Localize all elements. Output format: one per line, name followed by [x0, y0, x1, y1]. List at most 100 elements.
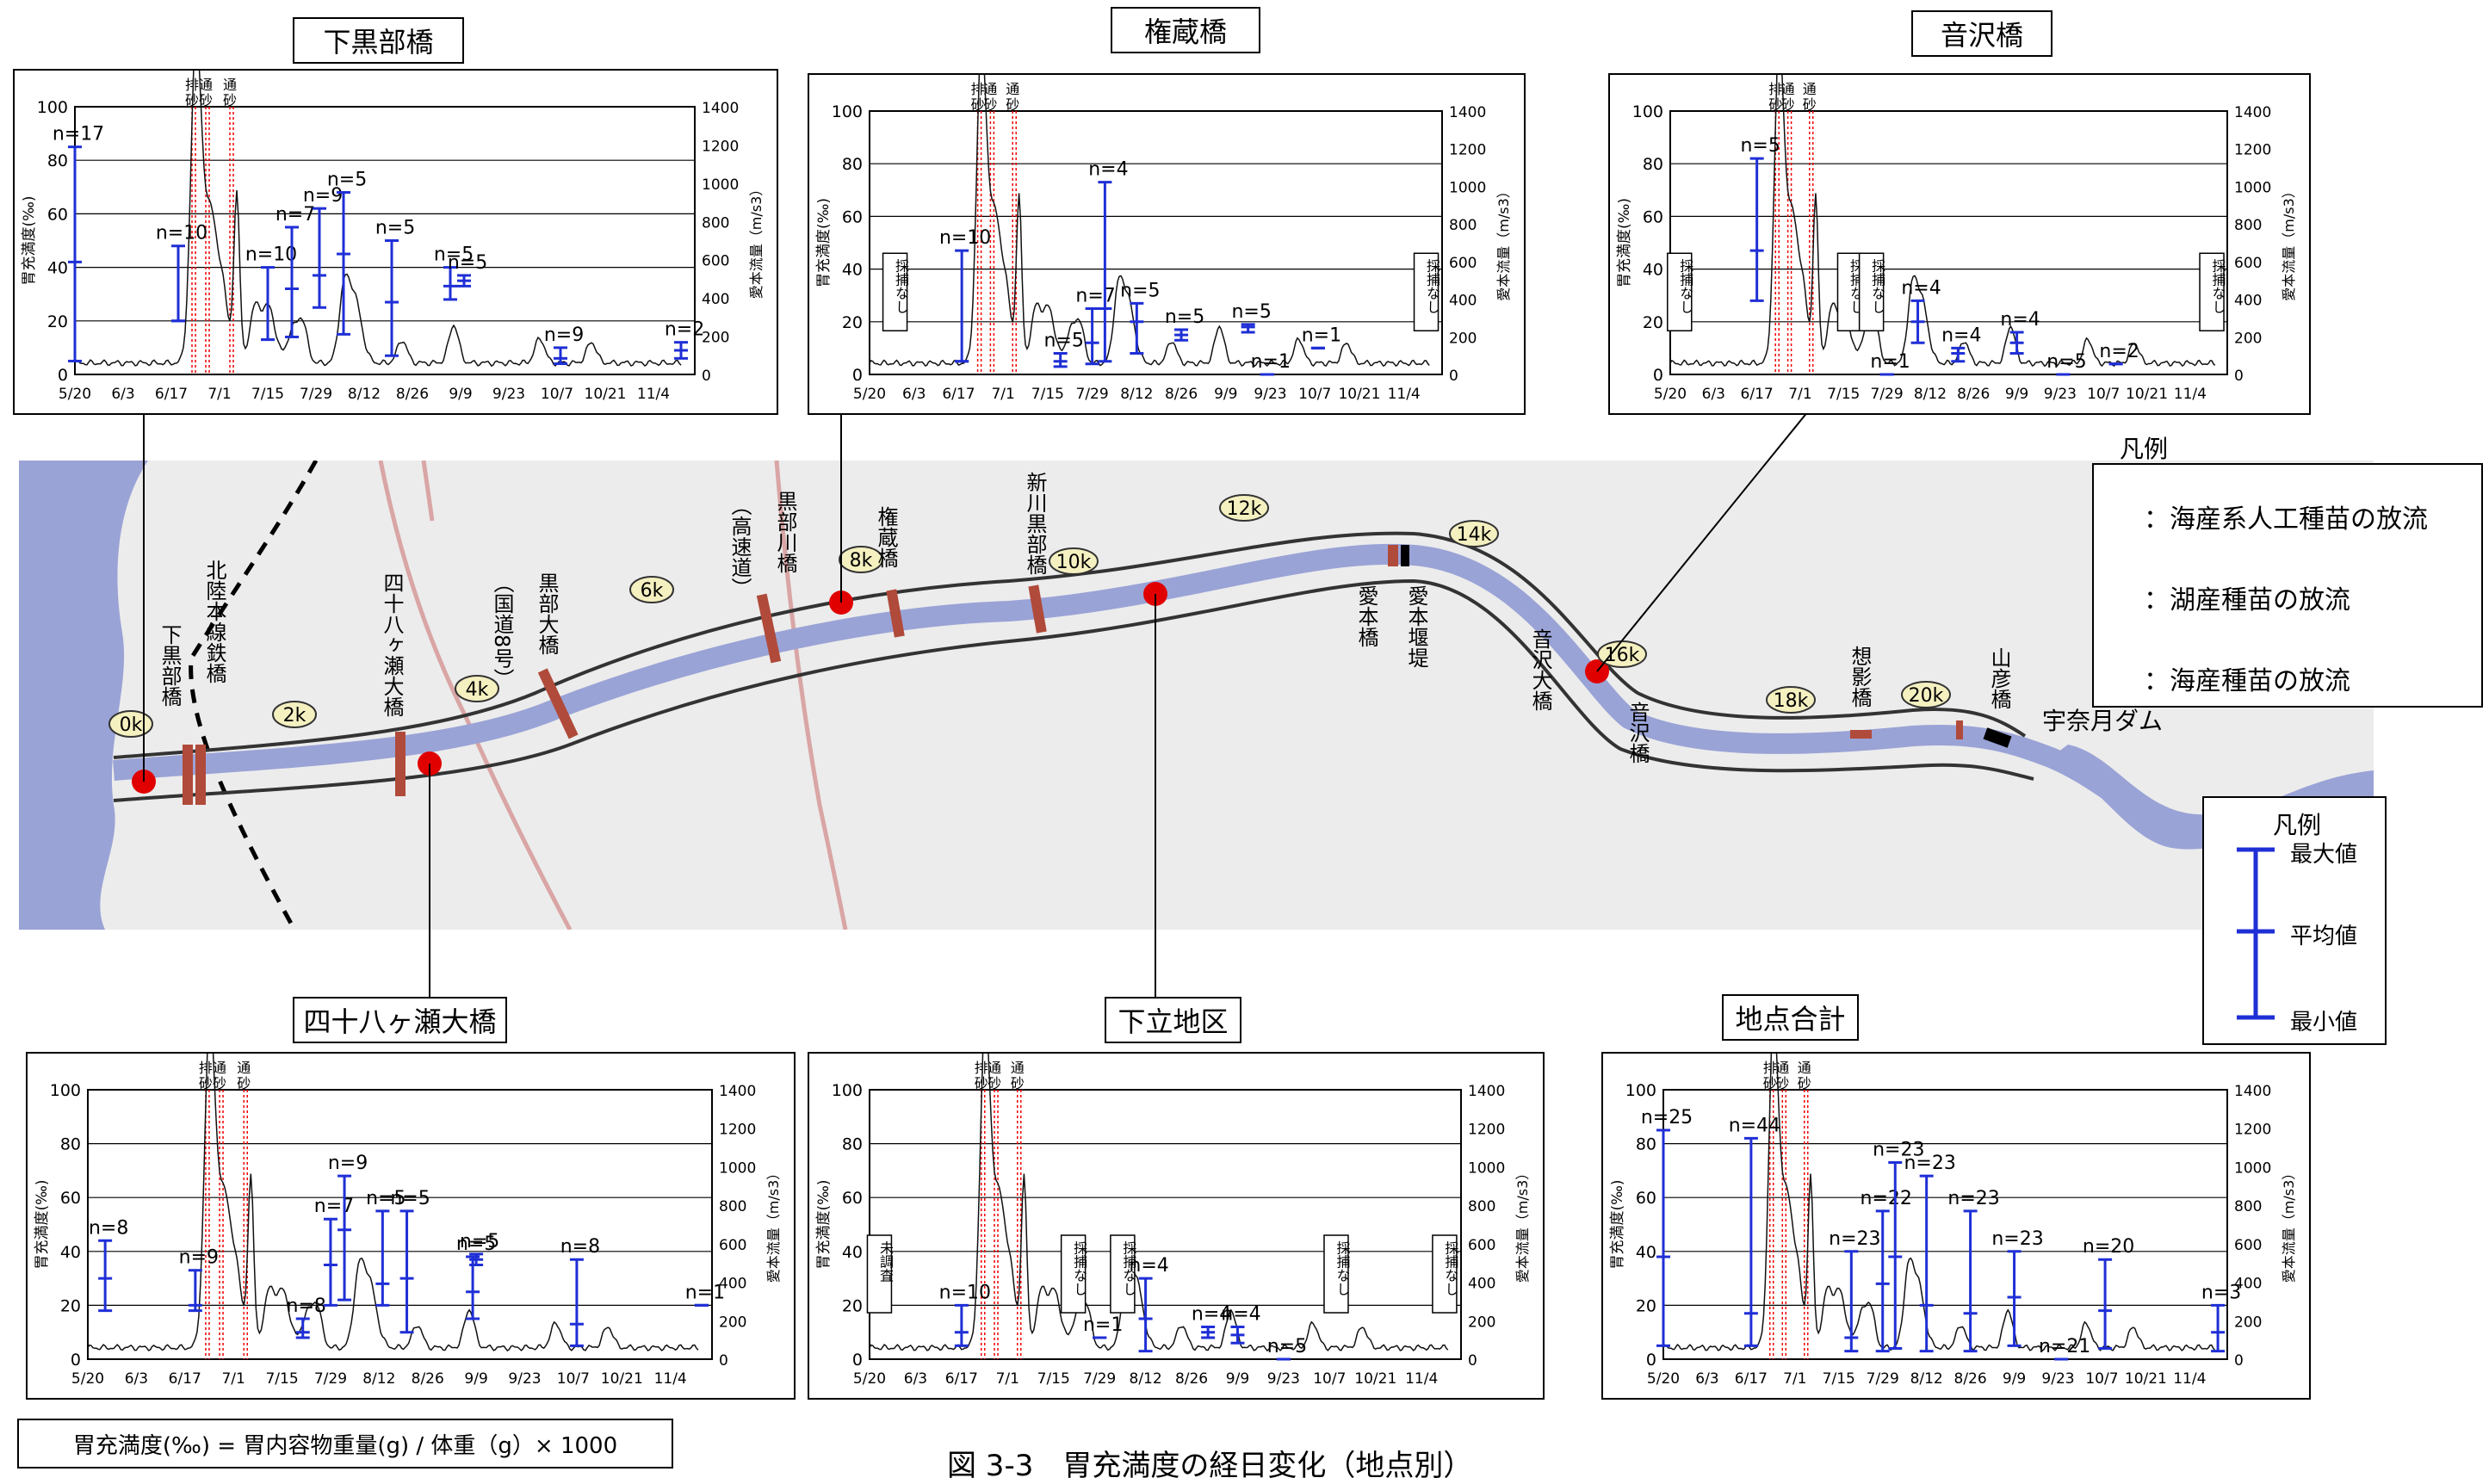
- ytick-right-label: 1400: [719, 1083, 756, 1100]
- errorbar: [188, 1269, 202, 1313]
- xtick-label: 7/1: [221, 1370, 245, 1388]
- event-label: 砂: [1011, 1075, 1025, 1091]
- xtick-label: 10/21: [1354, 1370, 1396, 1388]
- ytick-left-label: 0: [852, 366, 863, 385]
- note-box: [1836, 252, 1863, 331]
- event-label: 通: [213, 1060, 226, 1076]
- xtick-label: 7/1: [996, 1370, 1019, 1388]
- xtick-label: 6/17: [155, 386, 188, 403]
- n-label: n=4: [1129, 1255, 1168, 1277]
- errorbar: [375, 1209, 390, 1307]
- legend-item-lake: ：湖産種苗の放流: [2144, 585, 2350, 615]
- event-label: 通: [1006, 81, 1019, 97]
- xtick-label: 5/20: [59, 386, 91, 403]
- ylabel-right: 愛本流量（m/s3）: [748, 182, 765, 300]
- xtick-label: 9/9: [449, 386, 472, 403]
- ytick-right-label: 0: [719, 1352, 728, 1370]
- ytick-right-label: 1400: [702, 100, 739, 117]
- legend-max: 最大値: [2290, 842, 2358, 868]
- xtick-label: 10/7: [1298, 386, 1331, 403]
- ylabel-left: 胃充満度(‰): [34, 1179, 51, 1269]
- ytick-left-label: 60: [1643, 207, 1663, 226]
- flow-series-line: [1662, 1054, 2215, 1352]
- ytick-right-label: 600: [702, 253, 729, 270]
- errorbar: [2007, 1250, 2022, 1347]
- event-label: 通: [988, 1060, 1001, 1076]
- event-label: 通: [983, 81, 997, 97]
- xtick-label: 7/29: [1076, 386, 1109, 403]
- xtick-label: 10/7: [2087, 386, 2120, 403]
- chart-panel-gonzo: 0 20 40 60 80 100 0 200 400 600 800 1000 1200 1400 5/2…: [808, 73, 1526, 415]
- ylabel-right: 愛本流量（m/s3）: [2281, 1166, 2297, 1283]
- xtick-label: 10/7: [1313, 1370, 1346, 1388]
- errorbar: [1888, 1161, 1903, 1350]
- errorbar: [313, 207, 326, 309]
- n-label: n=20: [2083, 1236, 2134, 1258]
- n-label: n=5: [1120, 280, 1160, 301]
- errorbar: [2211, 1303, 2226, 1353]
- xtick-label: 11/4: [654, 1370, 687, 1388]
- chart-svg: 02040608010002004006008001000120014005/2…: [815, 75, 1512, 403]
- ytick-right-label: 600: [1449, 255, 1477, 272]
- bridge-label-yamahiko: 山彦橋: [1987, 647, 2011, 709]
- chart-svg: 02040608010002004006008001000120014005/2…: [815, 1054, 1531, 1388]
- ytick-right-label: 400: [2234, 1276, 2262, 1293]
- note-box: [1110, 1234, 1136, 1314]
- errorbar: [1174, 328, 1189, 342]
- ytick-right-label: 1000: [2234, 179, 2271, 196]
- ytick-right-label: 200: [2234, 1314, 2262, 1331]
- n-label: n=1: [685, 1282, 725, 1303]
- n-label: n=10: [245, 244, 297, 266]
- ytick-left-label: 40: [47, 259, 68, 278]
- ylabel-right: 愛本流量（m/s3）: [1495, 184, 1512, 301]
- chart-svg: 02040608010002004006008001000120014005/2…: [1616, 75, 2297, 403]
- xtick-label: 6/17: [942, 386, 975, 403]
- n-label: n=23: [1991, 1228, 2043, 1250]
- errorbar: [1951, 346, 1966, 363]
- title-shimodate: 下立地区: [1105, 997, 1241, 1043]
- event-label: 通: [223, 77, 237, 93]
- ytick-right-label: 1400: [1449, 104, 1486, 121]
- errorbar: [2009, 331, 2024, 356]
- ytick-left-label: 100: [1625, 1081, 1656, 1100]
- ylabel-right: 愛本流量（m/s3）: [1514, 1166, 1531, 1283]
- errorbar: [954, 1303, 969, 1347]
- ytick-left-label: 40: [842, 261, 863, 280]
- ytick-right-label: 1200: [719, 1122, 756, 1139]
- ytick-right-label: 1000: [1449, 179, 1486, 196]
- km-markers: 0k 2k 4k 6k 8k 10k 12k 14k 16k 18k 20k: [108, 494, 1951, 738]
- xtick-label: 8/12: [1914, 386, 1947, 403]
- n-label: n=5: [2046, 351, 2086, 373]
- n-label: n=23: [1947, 1188, 1999, 1209]
- legend-release: ：海産系人工種苗の放流 ：湖産種苗の放流 ：海産種苗の放流: [2092, 463, 2483, 708]
- note-box: [2199, 252, 2225, 331]
- n-label: n=8: [89, 1217, 128, 1239]
- n-label: n=17: [53, 124, 104, 145]
- errorbar: [1910, 299, 1925, 344]
- ytick-right-label: 800: [1468, 1198, 1495, 1215]
- bridge-label-shinkawa: 新川黒部橋: [1023, 472, 1047, 575]
- road-label-kosokudo: （高速道）: [728, 495, 752, 598]
- road-label-kokudo: （国道8号）: [490, 572, 514, 689]
- xtick-label: 10/21: [2125, 1370, 2167, 1388]
- xtick-label: 9/9: [2003, 1370, 2026, 1388]
- title-yosohachi: 四十八ヶ瀬大橋: [293, 997, 507, 1043]
- xtick-label: 6/17: [1735, 1370, 1768, 1388]
- legend-errorbar-title: 凡例: [2273, 811, 2322, 839]
- n-label: n=9: [328, 1153, 368, 1174]
- n-label: n=5: [460, 1231, 499, 1252]
- n-label: n=9: [544, 325, 584, 346]
- xtick-label: 6/3: [1702, 386, 1725, 403]
- ytick-left-label: 80: [47, 151, 68, 170]
- n-label: n=8: [560, 1236, 600, 1258]
- event-label: 排: [971, 81, 985, 97]
- ytick-right-label: 400: [1468, 1276, 1495, 1293]
- ylabel-left: 胃充満度(‰): [815, 1179, 833, 1269]
- errorbar: [674, 341, 688, 360]
- ytick-right-label: 400: [2234, 293, 2262, 310]
- xtick-label: 11/4: [2174, 386, 2207, 403]
- xtick-label: 7/15: [1037, 1370, 1070, 1388]
- bridge-label-gonzo: 権蔵橋: [874, 506, 898, 568]
- ytick-right-label: 200: [702, 330, 729, 347]
- xtick-label: 5/20: [1647, 1370, 1680, 1388]
